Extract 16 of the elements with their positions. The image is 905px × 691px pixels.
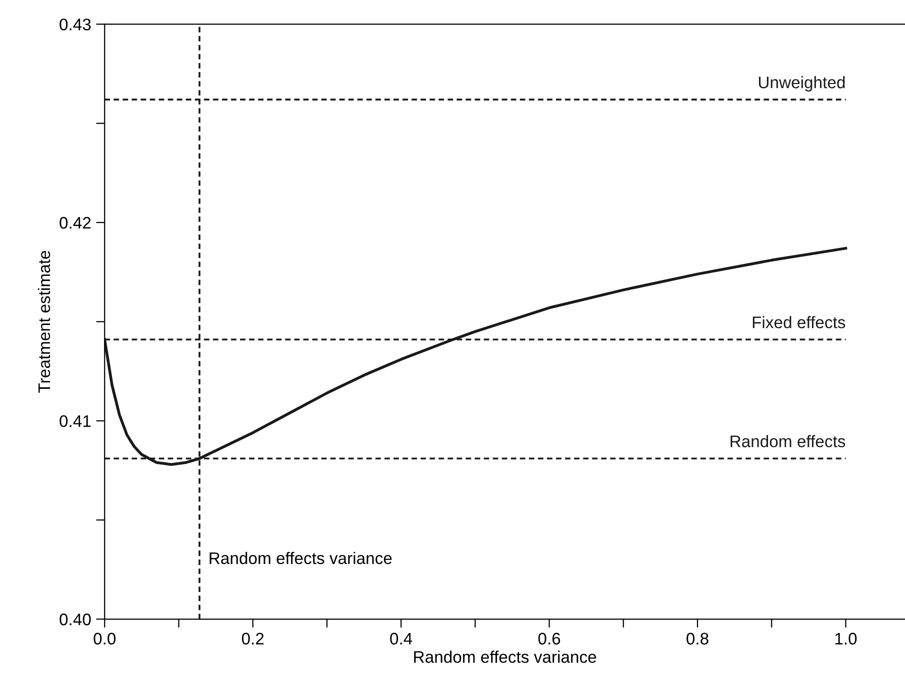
text: 1.0 bbox=[835, 632, 857, 645]
ref-line-label: Random effects variance bbox=[210, 552, 392, 564]
series-label: Random effects bbox=[730, 435, 846, 448]
series-label: Unweighted bbox=[758, 76, 845, 92]
x-tick-label: 0.6 bbox=[538, 632, 560, 645]
x-axis-title: Random effects variance bbox=[414, 650, 596, 663]
x-tick-label: 0.4 bbox=[390, 632, 412, 645]
x-tick-label: 0.8 bbox=[686, 632, 708, 645]
y-tick-label: 0.41 bbox=[60, 415, 91, 428]
y-tick-label: 0.43 bbox=[60, 18, 91, 30]
x-tick-label: 0.2 bbox=[242, 632, 264, 645]
y-tick-label: 0.40 bbox=[60, 614, 91, 626]
text: 0.0 bbox=[94, 632, 116, 645]
y-axis-title: Treatment estimate bbox=[38, 250, 50, 393]
y-tick-label: 0.42 bbox=[60, 216, 91, 229]
series-label: Fixed effects bbox=[752, 316, 846, 328]
